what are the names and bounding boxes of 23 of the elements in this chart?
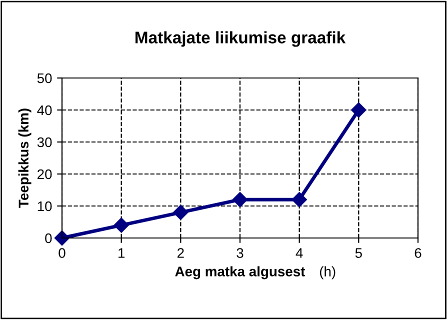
y-axis-title: Teepikkus (km) — [18, 108, 32, 208]
x-tick-label: 4 — [296, 248, 303, 258]
y-tick-label: 10 — [38, 201, 52, 212]
chart-title: Matkajate liikumise graafik — [136, 31, 346, 47]
point — [114, 218, 129, 233]
point — [292, 192, 307, 208]
x-tick-label: 6 — [414, 248, 422, 258]
point — [54, 230, 70, 246]
x-tick-label: 0 — [58, 248, 66, 258]
x-tick-label: 5 — [355, 248, 362, 258]
x-axis-title: Aeg matka algusest — [175, 266, 306, 280]
y-tick-label: 50 — [37, 73, 52, 84]
y-tick-label: 30 — [37, 137, 52, 148]
point — [232, 192, 248, 208]
y-tick-label: 0 — [45, 233, 52, 244]
point — [173, 204, 188, 220]
x-tick-label: 1 — [118, 248, 125, 258]
point — [351, 102, 366, 118]
y-tick-label: 20 — [38, 169, 52, 180]
y-tick-label: 40 — [37, 105, 52, 116]
x-tick-label: 2 — [178, 248, 184, 258]
x-tick-label: 3 — [236, 248, 244, 258]
text: (h) — [320, 266, 336, 280]
